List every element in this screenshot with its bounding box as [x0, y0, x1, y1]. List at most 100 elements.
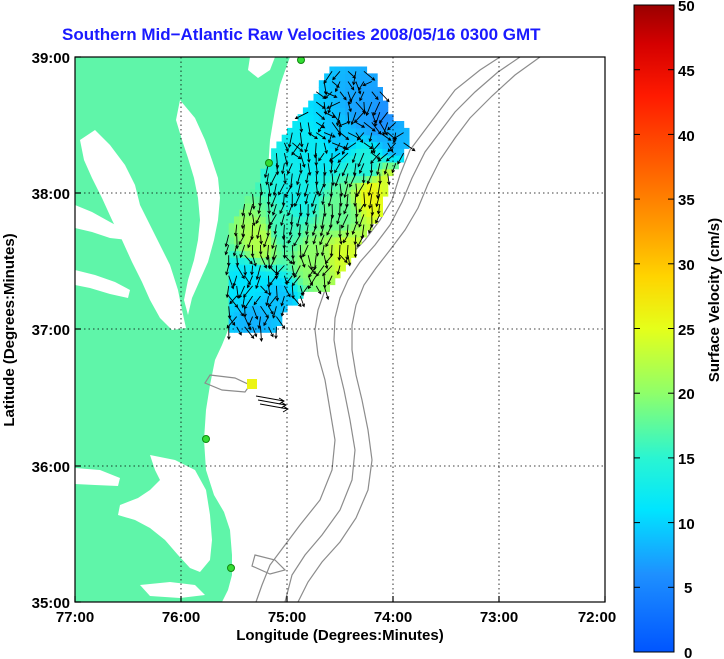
velocity-cell — [281, 298, 288, 306]
velocity-arrow — [360, 224, 365, 240]
velocity-cell — [297, 264, 304, 272]
velocity-arrow — [345, 193, 349, 209]
station-marker — [297, 57, 305, 64]
colorbar-label: Surface Velocity (cm/s) — [706, 218, 723, 382]
velocity-cell — [292, 257, 299, 265]
velocity-cell — [244, 270, 251, 279]
velocity-cell — [387, 141, 394, 149]
velocity-arrow — [227, 306, 232, 320]
velocity-arrow — [352, 71, 357, 86]
velocity-cell — [271, 298, 277, 306]
velocity-arrow — [312, 255, 317, 271]
velocity-arrow — [259, 403, 289, 413]
velocity-arrow — [242, 285, 253, 298]
velocity-cell — [377, 196, 383, 204]
velocity-cell — [340, 168, 346, 177]
velocity-cell — [297, 277, 304, 286]
velocity-arrow — [330, 204, 335, 219]
velocity-cell — [297, 127, 304, 136]
velocity-cell — [340, 87, 346, 95]
velocity-arrow — [252, 214, 256, 227]
velocity-cell — [249, 277, 256, 286]
velocity-arrow — [323, 142, 328, 155]
velocity-arrow — [275, 265, 285, 276]
velocity-cell — [324, 161, 330, 170]
velocity-arrow — [287, 132, 293, 149]
velocity-cell — [255, 311, 262, 320]
velocity-cell — [239, 230, 246, 238]
velocity-arrow — [304, 193, 309, 205]
velocity-arrow — [281, 163, 285, 175]
velocity-cell — [302, 216, 309, 224]
velocity-cell — [345, 121, 352, 129]
velocity-cell — [334, 87, 341, 95]
velocity-cell — [297, 236, 304, 245]
velocity-cell — [297, 182, 304, 190]
velocity-cell — [403, 127, 410, 136]
velocity-cell — [287, 134, 293, 143]
velocity-cell — [244, 250, 251, 258]
velocity-cell — [302, 277, 309, 286]
velocity-cell — [324, 202, 330, 211]
plot-area — [75, 57, 605, 602]
velocity-arrow — [290, 193, 294, 208]
velocity-arrow — [224, 234, 230, 248]
velocity-cell — [371, 141, 378, 149]
velocity-arrow — [346, 112, 351, 125]
velocity-arrow — [226, 316, 238, 329]
velocity-cell — [393, 141, 399, 149]
velocity-cell — [340, 230, 346, 238]
velocity-cell — [255, 182, 262, 190]
velocity-cell — [276, 209, 283, 217]
velocity-cell — [292, 189, 299, 197]
velocity-arrow — [338, 224, 342, 238]
velocity-cell — [255, 318, 262, 326]
velocity-arrow — [265, 173, 269, 186]
velocity-cell — [260, 209, 267, 217]
velocity-cell — [355, 80, 362, 88]
velocity-arrow — [387, 173, 391, 186]
velocity-cell — [260, 270, 267, 279]
velocity-arrow — [362, 81, 372, 87]
velocity-arrow — [232, 275, 238, 287]
velocity-cell — [308, 100, 315, 108]
velocity-cell — [308, 277, 315, 286]
velocity-arrow — [270, 193, 277, 208]
velocity-arrow — [294, 111, 309, 120]
velocity-cell — [302, 168, 309, 177]
velocity-arrow — [341, 214, 349, 229]
velocity-cell — [382, 161, 389, 170]
velocity-arrow — [354, 204, 359, 218]
velocity-cell — [271, 277, 277, 286]
velocity-cell — [308, 250, 315, 258]
velocity-cell — [228, 264, 235, 272]
velocity-cell — [387, 161, 394, 170]
velocity-cell — [334, 148, 341, 156]
velocity-cell — [313, 284, 320, 292]
velocity-cell — [350, 243, 357, 252]
velocity-arrow — [378, 173, 382, 185]
velocity-cell — [234, 216, 240, 224]
velocity-arrow — [351, 224, 357, 235]
velocity-arrow — [269, 255, 277, 270]
velocity-cell — [292, 161, 299, 170]
velocity-arrow — [307, 163, 312, 177]
velocity-arrow — [257, 316, 261, 330]
velocity-cell — [308, 270, 315, 279]
velocity-arrow — [323, 204, 327, 218]
x-axis-label: Longitude (Degrees:Minutes) — [236, 627, 444, 644]
velocity-arrow — [287, 234, 293, 244]
velocity-cell — [239, 298, 246, 306]
velocity-cell — [324, 216, 330, 224]
velocity-cell — [228, 236, 235, 245]
velocity-arrow — [334, 173, 341, 187]
velocity-cell — [308, 121, 315, 129]
velocity-cell — [329, 230, 336, 238]
velocity-cell — [334, 107, 341, 115]
velocity-arrow — [368, 193, 373, 210]
velocity-arrow — [353, 111, 365, 124]
velocity-cell — [302, 182, 309, 190]
velocity-cell — [361, 134, 368, 143]
velocity-cell — [271, 318, 277, 326]
velocity-cell — [371, 189, 378, 197]
